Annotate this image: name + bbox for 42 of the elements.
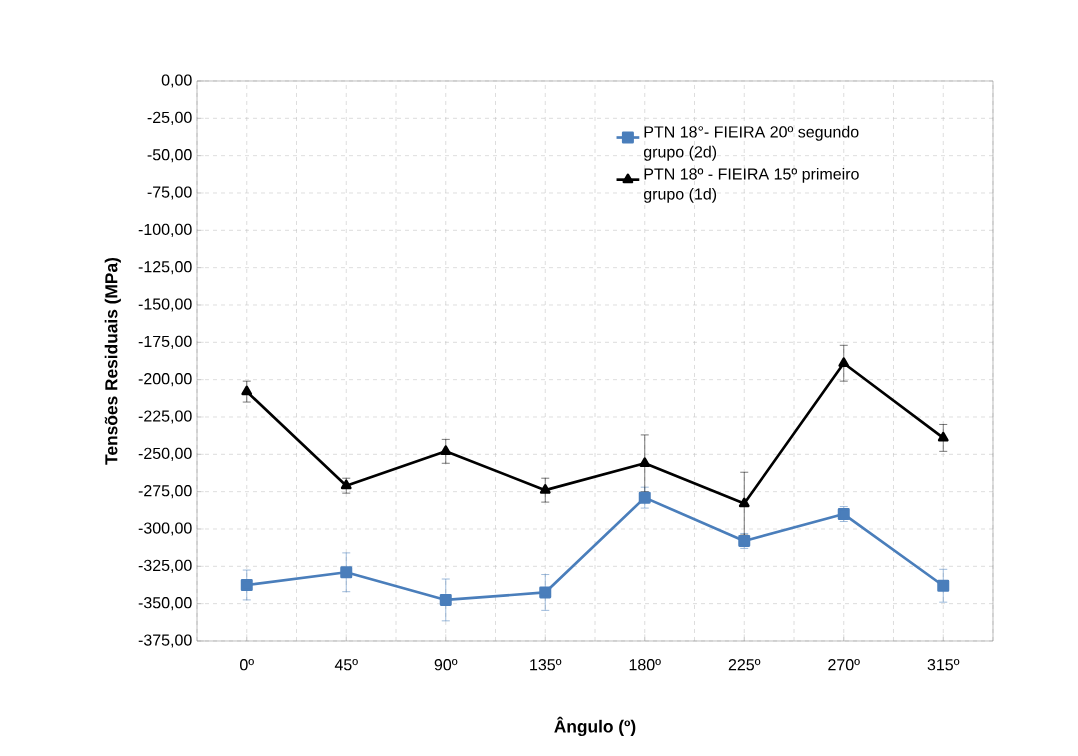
x-tick-label: 180º [629, 659, 661, 671]
x-axis-title: Ângulo (º) [554, 716, 636, 737]
point [240, 578, 253, 591]
y-tick-label: -225,00 [138, 410, 192, 424]
y-tick-label: -275,00 [138, 485, 192, 499]
y-tick-label: -25,00 [147, 111, 192, 125]
y-tick-label: -250,00 [138, 447, 192, 461]
point [440, 445, 452, 456]
y-axis-title: Tensões Residuais (MPa) [104, 258, 121, 465]
y-tick-label: -100,00 [138, 223, 192, 237]
point [838, 357, 850, 367]
y-tick-label: -375,00 [138, 634, 192, 648]
point [241, 385, 253, 396]
point [340, 479, 352, 490]
legend-label: PTN 18º - FIEIRA 15º primeiro grupo (1d) [643, 167, 859, 203]
x-tick-label: 90º [434, 659, 458, 671]
y-tick-label: -200,00 [138, 373, 192, 387]
point [539, 586, 552, 599]
point [937, 431, 949, 442]
y-tick-label: -350,00 [138, 597, 192, 611]
x-tick-label: 0º [240, 659, 254, 671]
y-tick-label: -325,00 [138, 559, 192, 573]
y-tick-label: -125,00 [138, 261, 192, 275]
x-tick-label: 225º [728, 659, 761, 671]
point [937, 579, 950, 592]
point [639, 457, 651, 467]
y-tick-label: -150,00 [138, 298, 192, 312]
point [638, 491, 651, 504]
x-tick-label: 270º [828, 659, 860, 671]
point [539, 484, 551, 494]
legend-label: PTN 18°- FIEIRA 20º segundo grupo (2d) [643, 125, 859, 161]
x-tick-label: 135º [530, 659, 562, 671]
point [340, 566, 353, 579]
x-tick-label: 45º [334, 659, 358, 671]
y-tick-label: -75,00 [147, 186, 192, 200]
point [439, 593, 452, 606]
x-tick-label: 315º [927, 659, 960, 671]
y-tick-label: -175,00 [138, 335, 192, 349]
point [738, 497, 750, 508]
y-tick-label: 0,00 [161, 74, 192, 88]
y-tick-label: -300,00 [138, 522, 192, 536]
y-tick-label: -50,00 [147, 149, 192, 163]
